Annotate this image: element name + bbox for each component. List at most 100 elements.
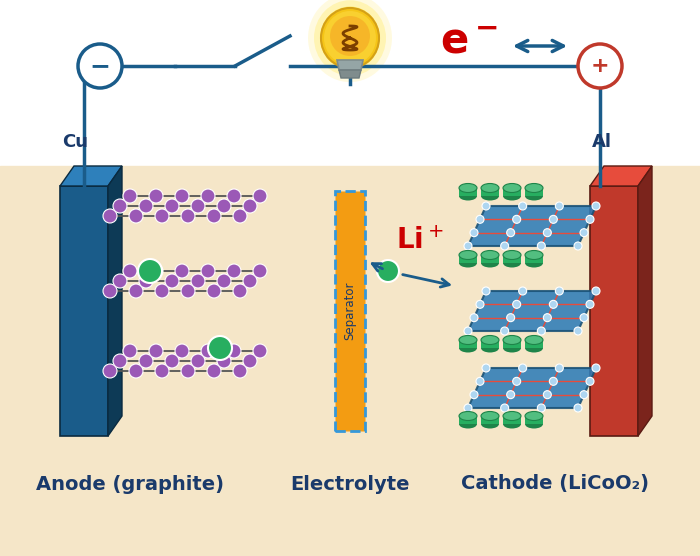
Ellipse shape <box>320 7 380 70</box>
Ellipse shape <box>459 411 477 420</box>
Ellipse shape <box>330 16 370 56</box>
Circle shape <box>103 209 117 223</box>
Ellipse shape <box>481 419 499 429</box>
Circle shape <box>482 202 490 210</box>
Bar <box>459 416 477 424</box>
Circle shape <box>500 327 509 335</box>
Bar <box>525 340 543 348</box>
Circle shape <box>233 284 247 298</box>
Ellipse shape <box>459 419 477 429</box>
Circle shape <box>464 242 472 250</box>
Ellipse shape <box>324 11 376 65</box>
Polygon shape <box>108 166 122 436</box>
Ellipse shape <box>459 259 477 267</box>
Ellipse shape <box>481 344 499 353</box>
Ellipse shape <box>503 344 521 353</box>
Circle shape <box>123 344 137 358</box>
Circle shape <box>227 264 241 278</box>
Ellipse shape <box>525 419 543 429</box>
Circle shape <box>470 314 478 322</box>
Polygon shape <box>468 206 596 246</box>
Text: Anode (graphite): Anode (graphite) <box>36 474 224 494</box>
Ellipse shape <box>459 191 477 201</box>
Ellipse shape <box>314 0 386 76</box>
Circle shape <box>464 404 472 412</box>
Bar <box>590 186 638 436</box>
Circle shape <box>580 314 588 322</box>
Circle shape <box>550 378 557 385</box>
Ellipse shape <box>459 344 477 353</box>
Circle shape <box>129 364 143 378</box>
Circle shape <box>181 364 195 378</box>
Ellipse shape <box>503 191 521 201</box>
Circle shape <box>574 242 582 250</box>
Ellipse shape <box>481 183 499 192</box>
Circle shape <box>543 391 552 399</box>
Bar <box>459 188 477 196</box>
Circle shape <box>519 364 526 372</box>
Ellipse shape <box>525 191 543 201</box>
Bar <box>459 255 477 263</box>
Circle shape <box>512 378 521 385</box>
Circle shape <box>586 378 594 385</box>
Circle shape <box>175 344 189 358</box>
Circle shape <box>470 391 478 399</box>
Ellipse shape <box>503 335 521 345</box>
Circle shape <box>129 284 143 298</box>
Circle shape <box>78 44 122 88</box>
Text: Al: Al <box>592 133 612 151</box>
Circle shape <box>592 202 600 210</box>
Circle shape <box>233 364 247 378</box>
Polygon shape <box>590 166 652 186</box>
Ellipse shape <box>481 259 499 267</box>
Bar <box>503 340 521 348</box>
Circle shape <box>550 215 557 224</box>
Polygon shape <box>337 60 363 70</box>
Ellipse shape <box>481 335 499 345</box>
Ellipse shape <box>525 411 543 420</box>
Text: Cathode (LiCoO₂): Cathode (LiCoO₂) <box>461 474 649 494</box>
Circle shape <box>129 209 143 223</box>
Bar <box>503 188 521 196</box>
Circle shape <box>538 242 545 250</box>
Text: $\mathbf{e^-}$: $\mathbf{e^-}$ <box>440 21 498 63</box>
Ellipse shape <box>459 251 477 260</box>
Bar <box>525 416 543 424</box>
Circle shape <box>580 229 588 237</box>
Circle shape <box>519 202 526 210</box>
Circle shape <box>113 274 127 288</box>
Bar <box>0 0 700 166</box>
Circle shape <box>243 199 257 213</box>
Circle shape <box>207 284 221 298</box>
Circle shape <box>123 189 137 203</box>
Circle shape <box>555 287 564 295</box>
Bar <box>503 255 521 263</box>
Circle shape <box>543 229 552 237</box>
Circle shape <box>233 209 247 223</box>
Circle shape <box>201 344 215 358</box>
Circle shape <box>500 404 509 412</box>
Bar <box>0 166 700 556</box>
Text: Electrolyte: Electrolyte <box>290 474 410 494</box>
Circle shape <box>149 344 163 358</box>
Circle shape <box>165 199 179 213</box>
Circle shape <box>482 287 490 295</box>
Circle shape <box>165 354 179 368</box>
Circle shape <box>113 199 127 213</box>
Ellipse shape <box>525 251 543 260</box>
Ellipse shape <box>503 259 521 267</box>
Polygon shape <box>339 70 361 78</box>
Circle shape <box>253 189 267 203</box>
Bar <box>481 188 499 196</box>
Circle shape <box>464 327 472 335</box>
Ellipse shape <box>503 183 521 192</box>
Circle shape <box>191 274 205 288</box>
Circle shape <box>103 364 117 378</box>
Circle shape <box>175 189 189 203</box>
Circle shape <box>555 364 564 372</box>
Ellipse shape <box>459 183 477 192</box>
Bar <box>481 340 499 348</box>
Polygon shape <box>468 291 596 331</box>
Circle shape <box>538 327 545 335</box>
Bar <box>481 255 499 263</box>
